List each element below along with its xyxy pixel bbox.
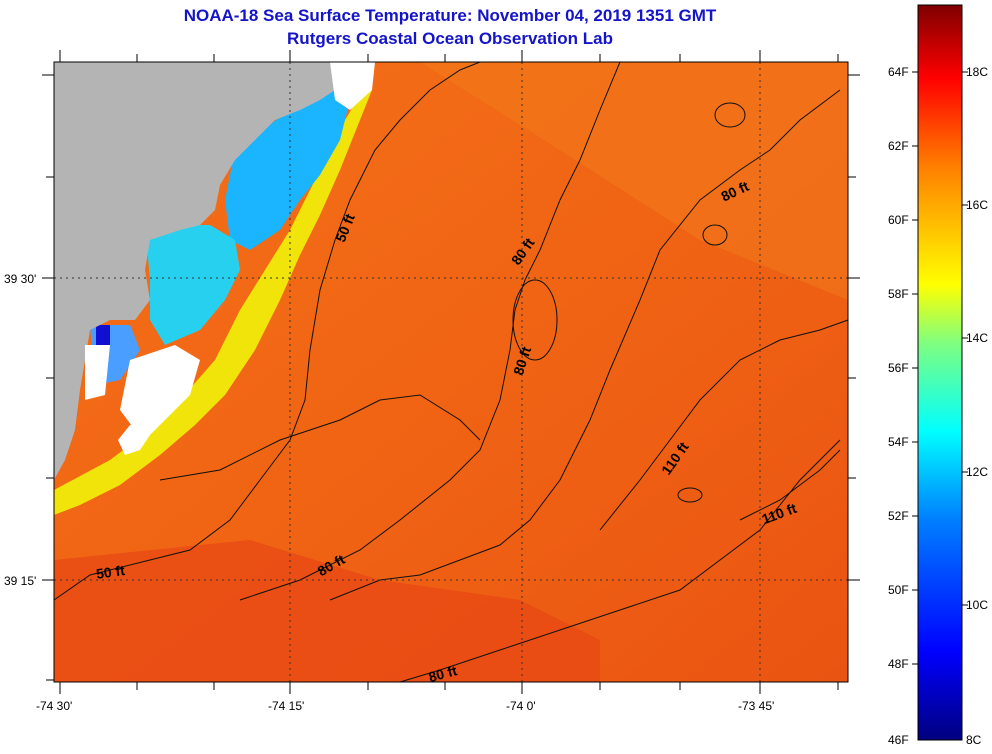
cloud-mask-coast [118,420,165,455]
colorbar-label-c: 14C [966,331,988,345]
x-axis-label: -74 30' [36,699,72,713]
contour-50ft [53,61,481,601]
colorbar-label-f: 64F [888,65,909,79]
colorbar-label-c: 16C [966,198,988,212]
map-title: NOAA-18 Sea Surface Temperature: Novembe… [183,6,717,25]
x-axis-label: -74 0' [506,699,536,713]
x-axis-label: -74 15' [268,699,304,713]
colorbar-label-f: 58F [888,287,909,301]
x-axis-label: -73 45' [738,699,774,713]
colorbar-label-f: 48F [888,657,909,671]
warm-water-band [54,540,600,682]
colorbar-label-c: 18C [966,65,988,79]
contour-shoal-3 [677,487,703,503]
contour-shoal-1 [714,102,746,128]
colorbar-ticks [912,71,968,665]
y-axis-label: 39 30' [4,272,36,286]
contour-80ft-east [329,89,841,601]
cloud-mask-bay [85,345,110,400]
cool-water-patch-north [225,90,350,250]
colorbar-label-c: 12C [966,465,988,479]
cloud-mask-north [330,62,375,110]
contour-shoal-4 [512,279,558,361]
colorbar-label-c: 8C [966,733,982,747]
contour-80ft-mid [159,394,481,481]
land-area [54,62,335,480]
contour-110ft [399,439,841,683]
cool-water-patch-middle [145,225,240,345]
cooler-offshore-band [420,62,848,300]
colorbar-label-f: 56F [888,361,909,375]
y-axis-label: 39 15' [4,574,36,588]
contour-shoal-2 [702,224,728,246]
contour-label: 50 ft [95,562,126,582]
contour-label: 80 ft [427,662,459,685]
graticule [54,62,848,682]
colorbar-label-c: 10C [966,598,988,612]
colorbar-label-f: 54F [888,435,909,449]
map-frame [53,61,849,683]
colorbar-label-f: 62F [888,139,909,153]
colorbar-label-f: 60F [888,213,909,227]
bathymetry-contours [53,61,849,683]
colorbar-label-f: 52F [888,509,909,523]
contour-110ft-small [739,449,841,521]
colorbar-label-f: 46F [888,733,909,747]
axis-ticks [42,50,860,694]
colorbar [917,4,963,741]
map-subtitle: Rutgers Coastal Ocean Observation Lab [287,29,613,48]
cloud-mask-south [120,345,200,430]
colorbar-label-f: 50F [888,583,909,597]
contour-80ft-west [239,61,621,601]
cold-pixel-cluster [96,325,110,345]
contour-110ft-outer [599,319,849,531]
